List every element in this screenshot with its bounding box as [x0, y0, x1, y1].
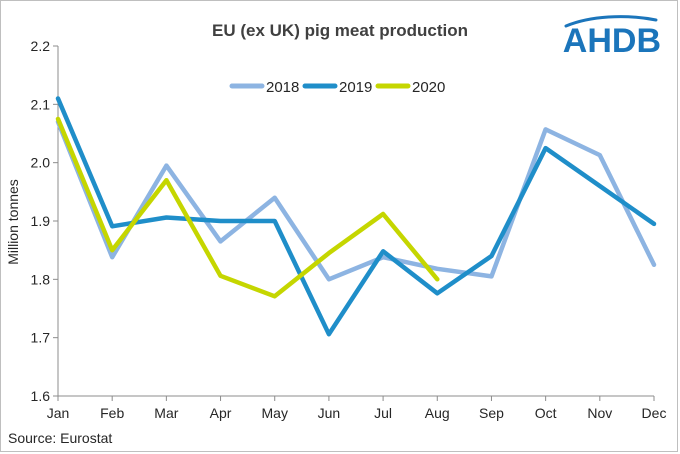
- x-tick-labels: Jan Feb Mar Apr May Jun Jul Aug Sep Oct Nov Dec: [47, 405, 667, 421]
- x-tick-label: Nov: [587, 405, 612, 421]
- series-lines: [55, 96, 657, 337]
- legend-label-2018: 2018: [266, 79, 299, 96]
- y-tick-label: 1.6: [31, 388, 51, 404]
- y-tick-label: 2.1: [31, 96, 51, 112]
- x-tick-label: Jul: [374, 405, 392, 421]
- x-tick-label: Oct: [535, 405, 557, 421]
- x-tick-label: Mar: [154, 405, 178, 421]
- chart-title: EU (ex UK) pig meat production: [212, 21, 468, 40]
- x-tick-label: Dec: [642, 405, 667, 421]
- y-tick-label: 1.7: [31, 330, 51, 346]
- legend-label-2019: 2019: [339, 79, 372, 96]
- legend: 2018 2019 2020: [229, 79, 445, 96]
- y-tick-label: 2.2: [31, 38, 51, 54]
- x-tick-label: Jan: [47, 405, 70, 421]
- x-tick-label: Apr: [210, 405, 232, 421]
- series-line-2019: [55, 96, 657, 337]
- y-tick-label: 1.9: [31, 213, 51, 229]
- legend-label-2020: 2020: [412, 79, 445, 96]
- series-line-2018: [55, 119, 657, 282]
- x-tick-label: Feb: [100, 405, 124, 421]
- x-tick-label: Sep: [479, 405, 504, 421]
- x-tick-label: May: [262, 405, 288, 421]
- x-tick-label: Aug: [425, 405, 450, 421]
- ahdb-logo: AHDB: [563, 15, 661, 60]
- logo-text: AHDB: [563, 22, 661, 60]
- y-tick-labels: 1.6 1.7 1.8 1.9 2.0 2.1 2.2: [31, 38, 51, 404]
- x-tick-label: Jun: [318, 405, 341, 421]
- y-tick-label: 2.0: [31, 155, 51, 171]
- y-axis-label: Million tonnes: [5, 179, 21, 265]
- source-note: Source: Eurostat: [8, 430, 112, 446]
- series-line-2020: [55, 116, 440, 299]
- y-tick-label: 1.8: [31, 271, 51, 287]
- axes: [53, 45, 655, 401]
